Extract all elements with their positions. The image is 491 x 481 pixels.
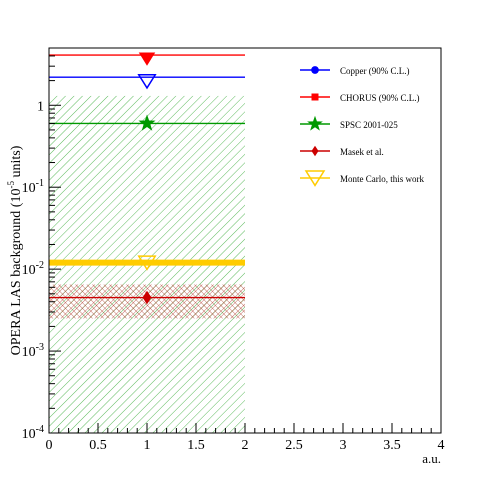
x-tick-label: 0 <box>46 438 53 453</box>
x-tick-label: 3.5 <box>383 438 401 453</box>
x-tick-label: 1 <box>144 438 151 453</box>
y-tick-label: 1 <box>37 99 44 114</box>
y-tick-label: 10-2 <box>22 260 44 278</box>
x-tick-label: 1.5 <box>187 438 205 453</box>
y-axis-label-tail: units) <box>9 145 24 181</box>
legend-label-spsc-2001-025: SPSC 2001-025 <box>340 120 398 130</box>
copper-90-c-l-marker <box>137 73 157 90</box>
legend-label-masek-et-al: Masek et al. <box>340 147 384 157</box>
x-tick-label: 2 <box>242 438 249 453</box>
y-tick-label: 10-1 <box>22 178 44 196</box>
y-axis-label: OPERA LAS background (10-5 units) <box>6 145 24 355</box>
y-axis: 1 10-1 10-2 10-3 10-4 <box>22 47 61 442</box>
y-tick-label: 10-3 <box>22 342 44 360</box>
y-axis-label-main: OPERA LAS background (10 <box>9 189 24 356</box>
spsc-2001-025-marker <box>138 114 156 131</box>
legend-label-chorus-90-c-l: CHORUS (90% C.L.) <box>340 93 420 103</box>
x-tick-label: 0.5 <box>89 438 107 453</box>
x-axis-label: a.u. <box>422 451 441 466</box>
x-tick-label: 2.5 <box>285 438 303 453</box>
data-markers <box>137 52 157 305</box>
chorus-90-c-l-marker <box>138 52 156 66</box>
legend-marker-spsc-2001-025 <box>307 115 323 131</box>
legend-marker-masek-et-al <box>311 145 319 157</box>
x-tick-label: 4 <box>438 438 445 453</box>
masek-et-al-marker <box>142 290 152 305</box>
legend-label-monte-carlo-this-work: Monte Carlo, this work <box>340 174 424 184</box>
monte-carlo-this-work-marker <box>137 255 157 271</box>
legend-marker-monte-carlo-this-work <box>304 170 326 187</box>
legend-marker-chorus-90-c-l <box>311 93 319 101</box>
x-axis: 0 0.5 1 1.5 2 2.5 3 3.5 4 <box>46 423 445 453</box>
y-tick-label: 10-4 <box>22 424 44 442</box>
x-tick-label: 3 <box>340 438 347 453</box>
legend-label-copper-90-c-l: Copper (90% C.L.) <box>340 66 410 76</box>
legend-marker-copper-90-c-l <box>311 66 319 74</box>
legend: Copper (90% C.L.) CHORUS (90% C.L.) SPSC 2… <box>300 66 424 187</box>
y-axis-label-exponent: -5 <box>6 181 16 189</box>
